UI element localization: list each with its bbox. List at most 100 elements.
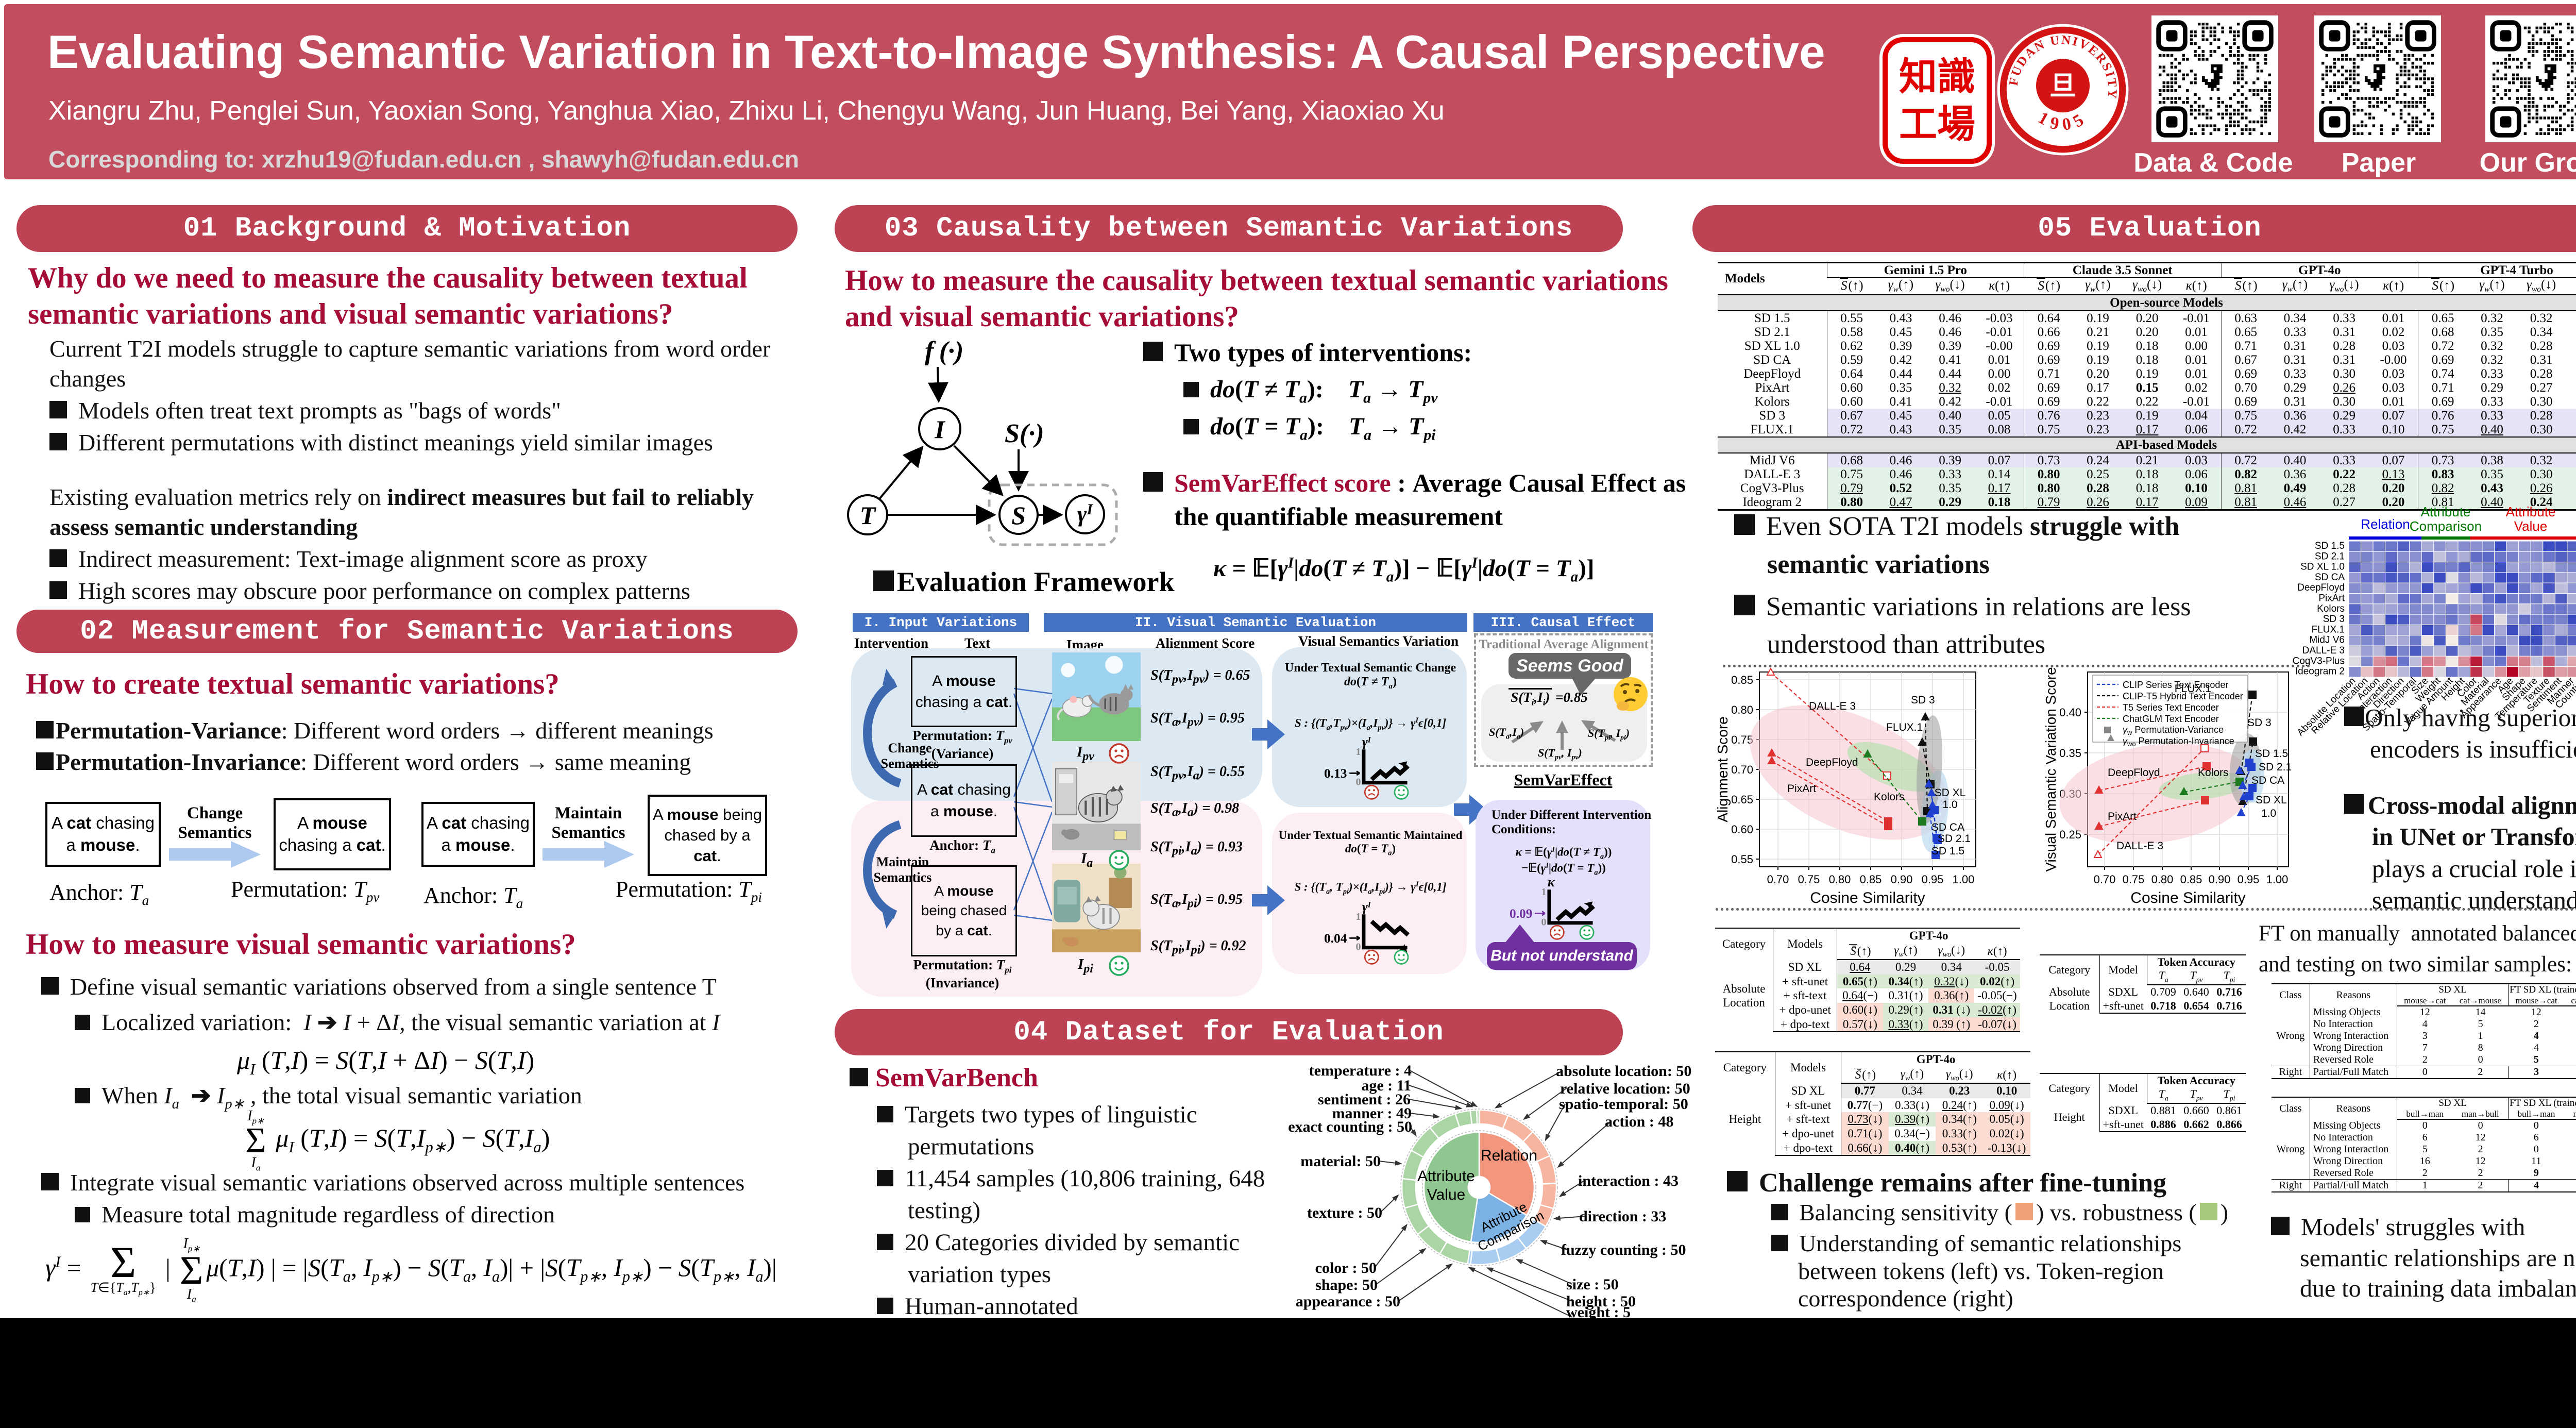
svg-text:ChatGLM Text Encoder: ChatGLM Text Encoder <box>2123 714 2219 724</box>
svg-text:texture : 50: texture : 50 <box>1307 1204 1382 1221</box>
svg-text:DALL-E 3: DALL-E 3 <box>2116 840 2163 852</box>
svg-text:absolute location: 50: absolute location: 50 <box>1556 1063 1691 1080</box>
svg-text:0.70: 0.70 <box>1767 873 1789 886</box>
svg-text:Value: Value <box>2514 518 2548 534</box>
svg-text:PixArt: PixArt <box>2108 811 2137 822</box>
svg-text:Cosine Similarity: Cosine Similarity <box>1810 889 1925 906</box>
svg-text:0.85: 0.85 <box>1860 873 1882 886</box>
svg-text:0.90: 0.90 <box>2209 873 2231 886</box>
svg-text:MidJ V6: MidJ V6 <box>2309 635 2345 646</box>
svg-text:1: 1 <box>1356 746 1361 758</box>
svg-text:Attribute: Attribute <box>1417 1168 1475 1185</box>
svg-text:Alignment Score: Alignment Score <box>1715 716 1731 822</box>
svg-text:0.40: 0.40 <box>2059 706 2081 719</box>
svg-text:1.0: 1.0 <box>1942 799 1957 811</box>
svg-text:SD 1.5: SD 1.5 <box>2315 541 2345 551</box>
svg-text:γwo Permutation-Invariance: γwo Permutation-Invariance <box>2123 736 2234 748</box>
svg-text:Comparison: Comparison <box>2410 518 2482 534</box>
svg-text:0.04: 0.04 <box>1324 931 1347 946</box>
svg-text:0.90: 0.90 <box>1891 873 1913 886</box>
svg-text:0.95: 0.95 <box>2238 873 2260 886</box>
svg-text:f (·): f (·) <box>925 337 963 366</box>
svg-text:T: T <box>860 501 877 530</box>
svg-text:0: 0 <box>1356 776 1361 787</box>
svg-text:Kolors: Kolors <box>1874 791 1905 803</box>
svg-text:DeepFloyd: DeepFloyd <box>2297 582 2345 593</box>
svg-text:CogV3-Plus: CogV3-Plus <box>2293 656 2345 666</box>
svg-text:fuzzy counting : 50: fuzzy counting : 50 <box>1561 1241 1686 1258</box>
svg-text:color : 50: color : 50 <box>1315 1259 1377 1276</box>
svg-text:SD CA: SD CA <box>2315 572 2345 583</box>
svg-text:CLIP-T5 Hybrid Text Encoder: CLIP-T5 Hybrid Text Encoder <box>2123 691 2243 701</box>
svg-text:SD 3: SD 3 <box>2323 614 2345 625</box>
svg-text:SD 3: SD 3 <box>1911 694 1935 706</box>
svg-text:sentiment : 26: sentiment : 26 <box>1318 1091 1411 1108</box>
svg-text:0.55: 0.55 <box>1731 853 1753 866</box>
svg-text:age : 11: age : 11 <box>1361 1077 1411 1094</box>
svg-text:κ: κ <box>1548 876 1555 889</box>
svg-text:exact counting : 50: exact counting : 50 <box>1288 1118 1412 1135</box>
svg-text:0.85: 0.85 <box>2180 873 2202 886</box>
svg-text:0: 0 <box>1356 941 1361 952</box>
svg-text:0.75: 0.75 <box>1731 733 1753 746</box>
svg-text:0: 0 <box>1541 916 1547 928</box>
svg-text:1.00: 1.00 <box>1953 873 1975 886</box>
svg-text:SD 1.5: SD 1.5 <box>1931 845 1964 857</box>
svg-text:PixArt: PixArt <box>2318 593 2345 604</box>
svg-text:Relation: Relation <box>1481 1147 1537 1164</box>
svg-text:S: S <box>1011 501 1026 530</box>
svg-text:1: 1 <box>1541 886 1547 898</box>
svg-text:0.80: 0.80 <box>2151 873 2174 886</box>
svg-text:SD CA: SD CA <box>2251 775 2284 786</box>
svg-text:FLUX.1: FLUX.1 <box>1886 721 1923 733</box>
svg-text:weight : 5: weight : 5 <box>1566 1304 1631 1321</box>
svg-text:relative location: 50: relative location: 50 <box>1560 1080 1690 1097</box>
svg-text:shape: 50: shape: 50 <box>1315 1276 1378 1293</box>
svg-text:S(·): S(·) <box>1005 419 1044 448</box>
svg-text:appearance : 50: appearance : 50 <box>1296 1293 1400 1310</box>
svg-text:FLUX.1: FLUX.1 <box>2175 683 2211 695</box>
svg-text:旦: 旦 <box>2049 72 2076 101</box>
svg-text:DeepFloyd: DeepFloyd <box>1806 757 1858 768</box>
svg-text:size : 50: size : 50 <box>1566 1276 1619 1293</box>
svg-text:SD 2.1: SD 2.1 <box>2259 761 2292 773</box>
svg-text:1.0: 1.0 <box>2261 808 2276 819</box>
svg-text:height : 50: height : 50 <box>1566 1293 1636 1310</box>
svg-text:1: 1 <box>1356 911 1361 922</box>
svg-text:action : 48: action : 48 <box>1605 1113 1673 1130</box>
svg-text:0.65: 0.65 <box>1731 793 1753 806</box>
svg-text:DeepFloyd: DeepFloyd <box>2108 767 2160 779</box>
svg-text:0.60: 0.60 <box>1731 823 1753 836</box>
svg-text:CLIP Series Text Encoder: CLIP Series Text Encoder <box>2123 680 2228 690</box>
svg-text:0.70: 0.70 <box>2094 873 2116 886</box>
svg-text:0.70: 0.70 <box>1731 763 1753 776</box>
svg-text:Value: Value <box>1427 1186 1466 1203</box>
svg-text:0.80: 0.80 <box>1731 703 1753 716</box>
svg-text:DALL-E 3: DALL-E 3 <box>1809 700 1856 712</box>
svg-text:SD XL: SD XL <box>2256 794 2287 806</box>
svg-text:SD CA: SD CA <box>1931 821 1964 833</box>
svg-text:SD XL: SD XL <box>1935 787 1966 799</box>
svg-text:PixArt: PixArt <box>1787 783 1816 795</box>
svg-text:interaction : 43: interaction : 43 <box>1578 1172 1679 1189</box>
svg-text:spatio-temporal: 50: spatio-temporal: 50 <box>1559 1096 1688 1113</box>
svg-text:0.95: 0.95 <box>1922 873 1944 886</box>
svg-text:0.13: 0.13 <box>1324 766 1347 781</box>
svg-text:1.00: 1.00 <box>2266 873 2289 886</box>
svg-text:0.75: 0.75 <box>2123 873 2145 886</box>
svg-text:Cosine Similarity: Cosine Similarity <box>2130 889 2245 906</box>
svg-text:T5 Series Text Encoder: T5 Series Text Encoder <box>2123 702 2219 713</box>
svg-text:material: 50: material: 50 <box>1300 1153 1381 1170</box>
svg-text:γw Permutation-Variance: γw Permutation-Variance <box>2123 725 2224 736</box>
svg-text:SD XL 1.0: SD XL 1.0 <box>2300 562 2345 573</box>
svg-text:Ideogram 2: Ideogram 2 <box>2295 666 2345 677</box>
svg-text:Visual Semantic Variation Scor: Visual Semantic Variation Score <box>2043 667 2059 871</box>
svg-text:0.85: 0.85 <box>1731 674 1753 686</box>
svg-text:SD 2.1: SD 2.1 <box>2315 551 2345 562</box>
svg-text:0.09: 0.09 <box>1510 906 1532 921</box>
svg-text:Kolors: Kolors <box>2317 603 2345 614</box>
svg-text:SD 2.1: SD 2.1 <box>1938 833 1971 845</box>
svg-text:SD 1.5: SD 1.5 <box>2255 748 2288 760</box>
svg-text:0.35: 0.35 <box>2059 747 2081 760</box>
svg-text:direction : 33: direction : 33 <box>1579 1208 1666 1225</box>
